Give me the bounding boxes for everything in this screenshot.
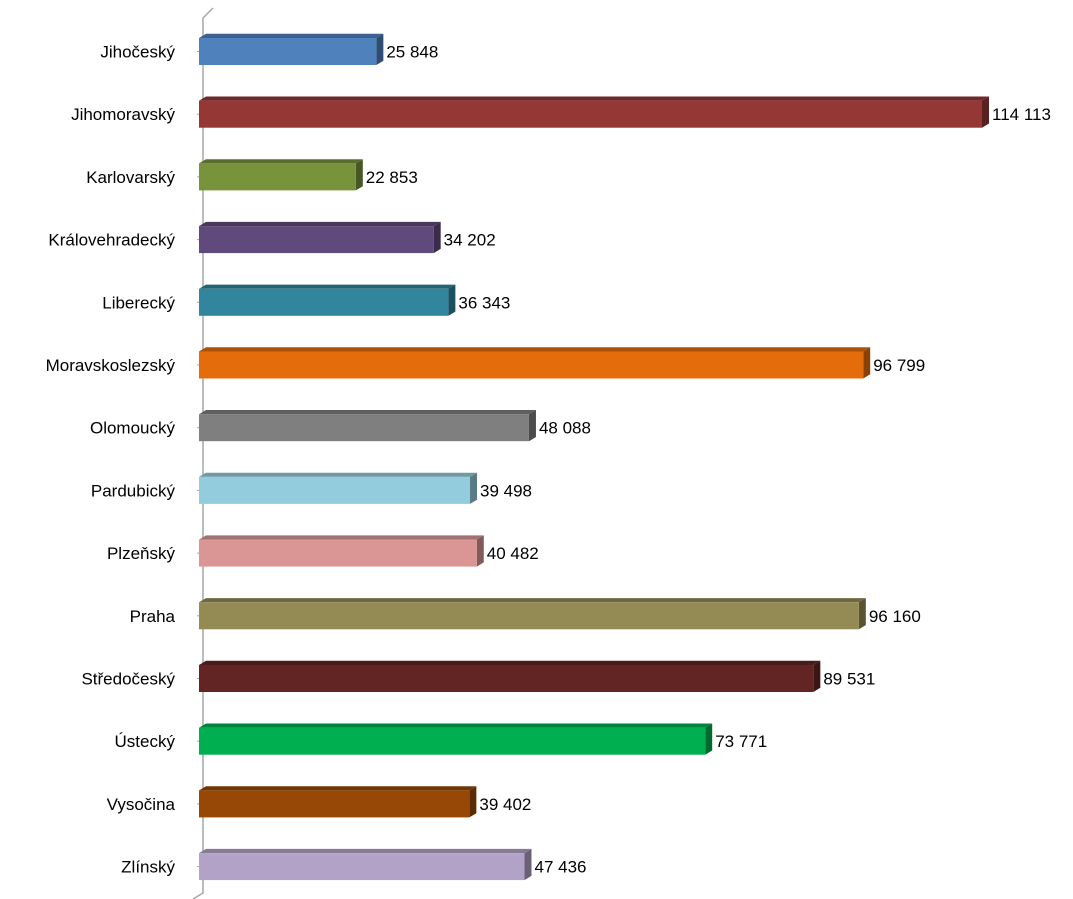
- bar-front-face: [199, 414, 529, 442]
- bar-top-face: [199, 535, 484, 540]
- bar-2: [199, 96, 989, 128]
- value-label: 89 531: [823, 670, 875, 689]
- category-axis: [192, 7, 214, 899]
- value-label: 39 498: [480, 481, 532, 500]
- value-label: 39 402: [479, 795, 531, 814]
- bar-front-face: [199, 351, 864, 379]
- bar-front-face: [199, 602, 859, 630]
- bar-top-face: [199, 598, 866, 603]
- bar-front-face: [199, 727, 706, 755]
- bar-side-face: [524, 848, 532, 881]
- axis-line: [192, 7, 214, 899]
- bar-top-face: [199, 159, 363, 164]
- bar-top-face: [199, 33, 384, 38]
- bar-11: [199, 660, 821, 692]
- bars-group: [199, 33, 989, 881]
- bar-8: [199, 472, 478, 504]
- bar-front-face: [199, 790, 470, 818]
- value-label: 96 160: [869, 607, 921, 626]
- value-label: 47 436: [534, 858, 586, 877]
- bar-side-face: [469, 786, 477, 818]
- bar-front-face: [199, 665, 814, 692]
- category-label: Jihomoravský: [71, 105, 175, 124]
- bar-side-face: [448, 284, 456, 316]
- bar-4: [199, 221, 441, 254]
- bar-top-face: [199, 786, 477, 791]
- bar-side-face: [528, 410, 536, 442]
- bar-top-face: [199, 410, 536, 415]
- bar-10: [199, 598, 866, 630]
- bar-3: [199, 159, 363, 191]
- bar-6: [199, 347, 871, 379]
- value-label: 40 482: [487, 544, 539, 563]
- bar-side-face: [470, 472, 478, 504]
- value-label: 36 343: [458, 293, 510, 312]
- bar-front-face: [199, 226, 434, 254]
- category-label: Zlínský: [121, 858, 175, 877]
- bar-side-face: [433, 221, 441, 254]
- bar-front-face: [199, 163, 356, 191]
- value-label: 48 088: [539, 419, 591, 438]
- bar-side-face: [705, 723, 713, 755]
- bar-front-face: [199, 38, 377, 65]
- bar-side-face: [376, 33, 384, 65]
- category-label: Jihočeský: [100, 43, 175, 62]
- bar-top-face: [199, 472, 478, 477]
- bar-side-face: [813, 660, 821, 692]
- bar-top-face: [199, 284, 456, 289]
- bar-side-face: [476, 535, 484, 567]
- bar-7: [199, 410, 536, 442]
- labels-group: Jihočeský 25 848 Jihomoravský 114 113 Karlov…: [46, 43, 1051, 877]
- value-label: 73 771: [715, 732, 767, 751]
- bar-9: [199, 535, 484, 567]
- bar-1: [199, 33, 384, 65]
- bar-5: [199, 284, 456, 316]
- category-label: Vysočina: [107, 795, 176, 814]
- bar-14: [199, 848, 532, 881]
- bar-side-face: [355, 159, 363, 191]
- bar-front-face: [199, 539, 477, 567]
- category-label: Praha: [130, 607, 176, 626]
- bar-top-face: [199, 723, 713, 728]
- category-label: Plzeňský: [107, 544, 176, 563]
- bar-top-face: [199, 660, 821, 665]
- category-label: Královehradecký: [48, 231, 175, 250]
- value-label: 96 799: [873, 356, 925, 375]
- value-label: 22 853: [366, 168, 418, 187]
- bar-13: [199, 786, 477, 818]
- bar-front-face: [199, 100, 982, 128]
- category-label: Moravskoslezský: [46, 356, 176, 375]
- bar-side-face: [982, 96, 989, 128]
- category-label: Liberecký: [102, 293, 175, 312]
- category-label: Pardubický: [91, 481, 176, 500]
- category-label: Karlovarský: [86, 168, 175, 187]
- bar-12: [199, 723, 713, 755]
- value-label: 25 848: [386, 43, 438, 62]
- bar-front-face: [199, 476, 471, 504]
- bar-top-face: [199, 848, 532, 854]
- bar-front-face: [199, 288, 449, 316]
- bar-top-face: [199, 221, 441, 227]
- bar-top-face: [199, 96, 989, 101]
- bar-top-face: [199, 347, 871, 352]
- bar-side-face: [863, 347, 871, 379]
- value-label: 114 113: [992, 105, 1051, 124]
- category-label: Olomoucký: [90, 419, 176, 438]
- bar-front-face: [199, 853, 525, 881]
- bar-side-face: [858, 598, 866, 630]
- category-label: Ústecký: [115, 732, 176, 751]
- value-label: 34 202: [444, 231, 496, 250]
- category-label: Středočeský: [81, 670, 175, 689]
